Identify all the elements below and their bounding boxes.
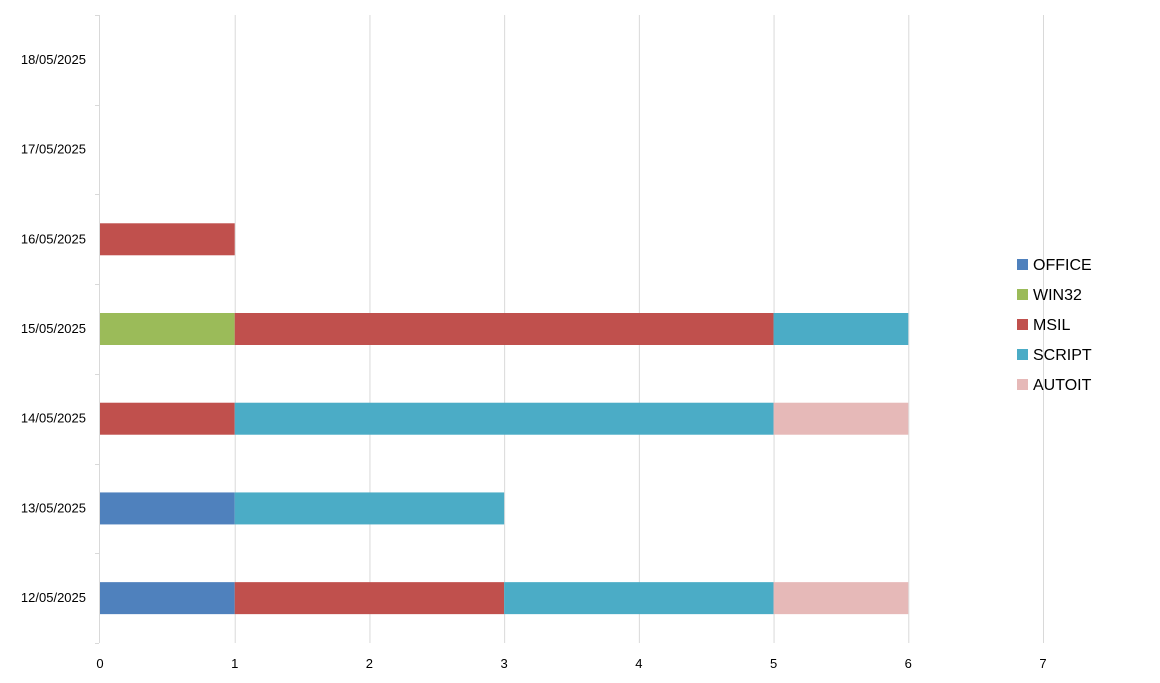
y-axis: [95, 15, 100, 644]
x-tick-label: 0: [96, 656, 103, 671]
bar-segment-script-15/05/2025: [773, 313, 909, 345]
bars: [100, 223, 909, 615]
x-tick-label: 3: [501, 656, 508, 671]
legend-label-autoit: AUTOIT: [1033, 377, 1092, 394]
legend-swatch-script: [1017, 349, 1028, 360]
legend-swatch-office: [1017, 259, 1028, 270]
y-tick-label: 14/05/2025: [21, 411, 86, 426]
bar-segment-script-14/05/2025: [234, 402, 774, 435]
legend-swatch-msil: [1017, 319, 1028, 330]
legend-label-script: SCRIPT: [1033, 347, 1092, 364]
y-tick-label: 12/05/2025: [21, 590, 86, 605]
x-axis-ticks: 0 1 2 3 4 5 6 7: [96, 656, 1046, 671]
y-tick-label: 13/05/2025: [21, 500, 86, 515]
x-tick-label: 6: [905, 656, 912, 671]
bar-segment-msil-16/05/2025: [100, 223, 235, 256]
bar-segment-msil-12/05/2025: [234, 582, 505, 615]
x-tick-label: 7: [1039, 656, 1046, 671]
bar-segment-script-13/05/2025: [234, 492, 505, 525]
bar-segment-autoit-14/05/2025: [773, 402, 909, 435]
y-tick-label: 16/05/2025: [21, 231, 86, 246]
legend-label-win32: WIN32: [1033, 287, 1082, 304]
y-tick-label: 18/05/2025: [21, 52, 86, 67]
y-tick-label: 17/05/2025: [21, 142, 86, 157]
legend-label-msil: MSIL: [1033, 317, 1070, 334]
bar-segment-msil-15/05/2025: [234, 313, 774, 345]
x-tick-label: 4: [635, 656, 642, 671]
legend-label-office: OFFICE: [1033, 257, 1092, 274]
x-tick-label: 2: [366, 656, 373, 671]
y-tick-label: 15/05/2025: [21, 321, 86, 336]
bar-segment-script-12/05/2025: [504, 582, 774, 615]
bar-segment-office-13/05/2025: [100, 492, 235, 525]
bar-segment-msil-14/05/2025: [100, 402, 235, 435]
legend-swatch-autoit: [1017, 379, 1028, 390]
legend: OFFICE WIN32 MSIL SCRIPT AUTOIT: [1017, 257, 1092, 394]
legend-swatch-win32: [1017, 289, 1028, 300]
x-tick-label: 5: [770, 656, 777, 671]
bar-segment-autoit-12/05/2025: [773, 582, 909, 615]
x-tick-label: 1: [231, 656, 238, 671]
bar-segment-office-12/05/2025: [100, 582, 235, 615]
y-axis-ticks: 12/05/2025 13/05/2025 14/05/2025 15/05/2025…: [21, 52, 86, 605]
bar-segment-win32-15/05/2025: [100, 313, 235, 345]
